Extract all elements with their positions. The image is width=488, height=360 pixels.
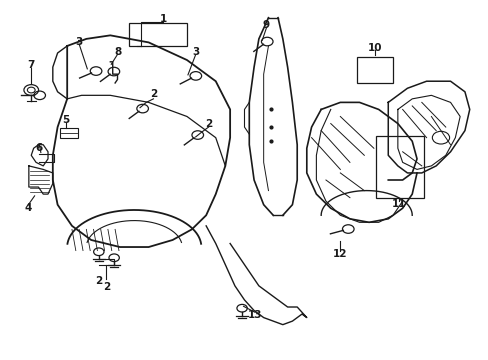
Bar <box>356 57 392 83</box>
Bar <box>129 23 186 46</box>
Text: 2: 2 <box>204 118 212 129</box>
Text: 10: 10 <box>367 43 382 53</box>
Text: 8: 8 <box>114 47 121 57</box>
Text: 7: 7 <box>27 60 35 70</box>
Text: 5: 5 <box>62 115 70 125</box>
Text: 9: 9 <box>263 21 269 31</box>
Text: 2: 2 <box>149 89 157 99</box>
Text: 13: 13 <box>247 310 262 320</box>
Text: 1: 1 <box>159 14 166 24</box>
Text: 12: 12 <box>332 249 347 259</box>
Bar <box>60 128 78 138</box>
Bar <box>376 136 423 198</box>
Text: 3: 3 <box>192 47 199 57</box>
Text: 3: 3 <box>75 37 82 47</box>
Text: 2: 2 <box>95 275 102 285</box>
Text: 6: 6 <box>36 143 43 153</box>
Text: 2: 2 <box>102 282 110 292</box>
Text: 4: 4 <box>24 203 32 213</box>
Text: 11: 11 <box>391 199 406 209</box>
